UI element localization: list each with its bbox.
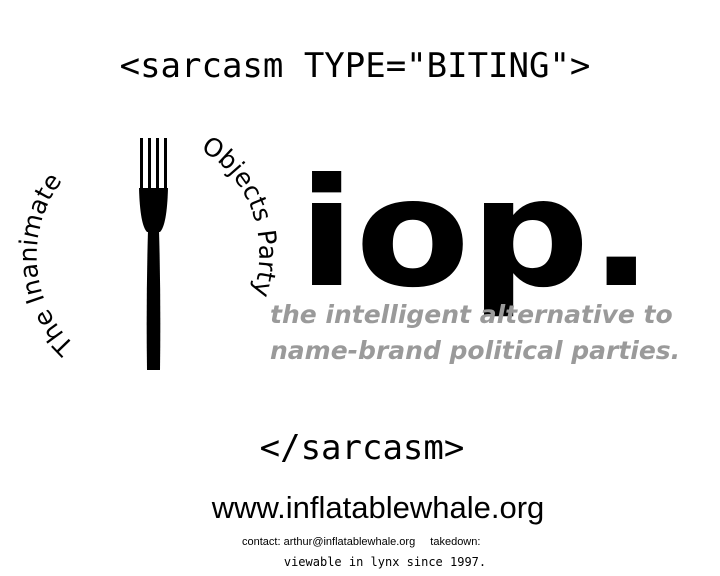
site-url[interactable]: www.inflatablewhale.org	[211, 490, 545, 525]
contact-line: contact: arthur@inflatablewhale.org take…	[242, 536, 492, 548]
tagline: the intelligent alternative to name-bran…	[270, 297, 680, 369]
open-sarcasm-tag: <sarcasm TYPE="BITING">	[119, 46, 591, 86]
arc-text-left: The Inanimate	[14, 167, 80, 361]
tagline-line-2: name-brand political parties.	[270, 336, 681, 365]
fork-icon	[139, 138, 168, 370]
arc-text-right: Objects Party	[197, 130, 282, 300]
contact-email[interactable]: contact: arthur@inflatablewhale.org	[242, 536, 416, 548]
close-sarcasm-tag: </sarcasm>	[259, 428, 465, 468]
lynx-note: viewable in lynx since 1997.	[283, 555, 487, 569]
iop-wordmark: iop.	[298, 147, 653, 321]
takedown-label: takedown:	[430, 536, 481, 548]
tagline-line-1: the intelligent alternative to	[270, 300, 673, 329]
